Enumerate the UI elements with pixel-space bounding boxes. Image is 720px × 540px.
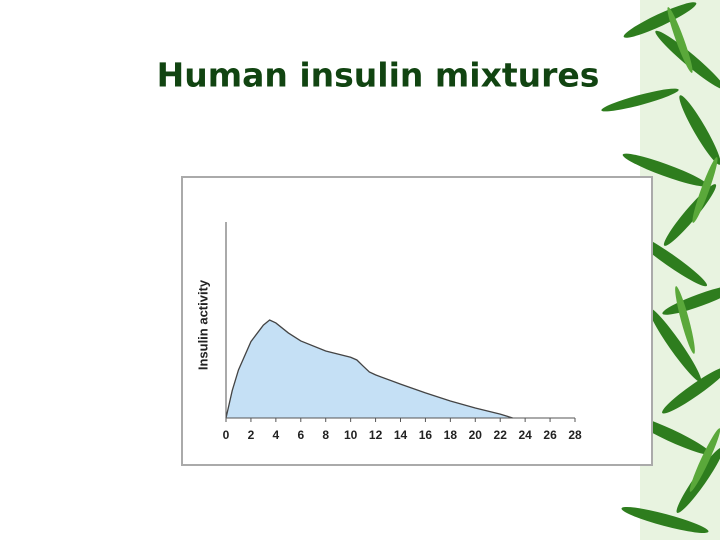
x-tick-label: 16 (419, 428, 433, 442)
x-tick-label: 2 (248, 428, 255, 442)
slide-title: Human insulin mixtures (157, 56, 600, 95)
chart-frame (181, 176, 653, 466)
x-tick-label: 8 (322, 428, 329, 442)
x-tick-label: 4 (273, 428, 280, 442)
x-tick-label: 12 (369, 428, 383, 442)
x-tick-label: 18 (444, 428, 458, 442)
x-tick-label: 26 (543, 428, 557, 442)
x-tick-label: 22 (494, 428, 508, 442)
x-tick-label: 24 (518, 428, 532, 442)
x-tick-label: 28 (568, 428, 582, 442)
x-tick-label: 14 (394, 428, 408, 442)
x-tick-label: 0 (223, 428, 230, 442)
x-tick-label: 6 (297, 428, 304, 442)
x-tick-label: 20 (469, 428, 483, 442)
area-line (225, 319, 513, 419)
area-fill (226, 320, 513, 418)
y-axis-label: Insulin activity (195, 279, 210, 370)
x-tick-label: 10 (344, 428, 358, 442)
